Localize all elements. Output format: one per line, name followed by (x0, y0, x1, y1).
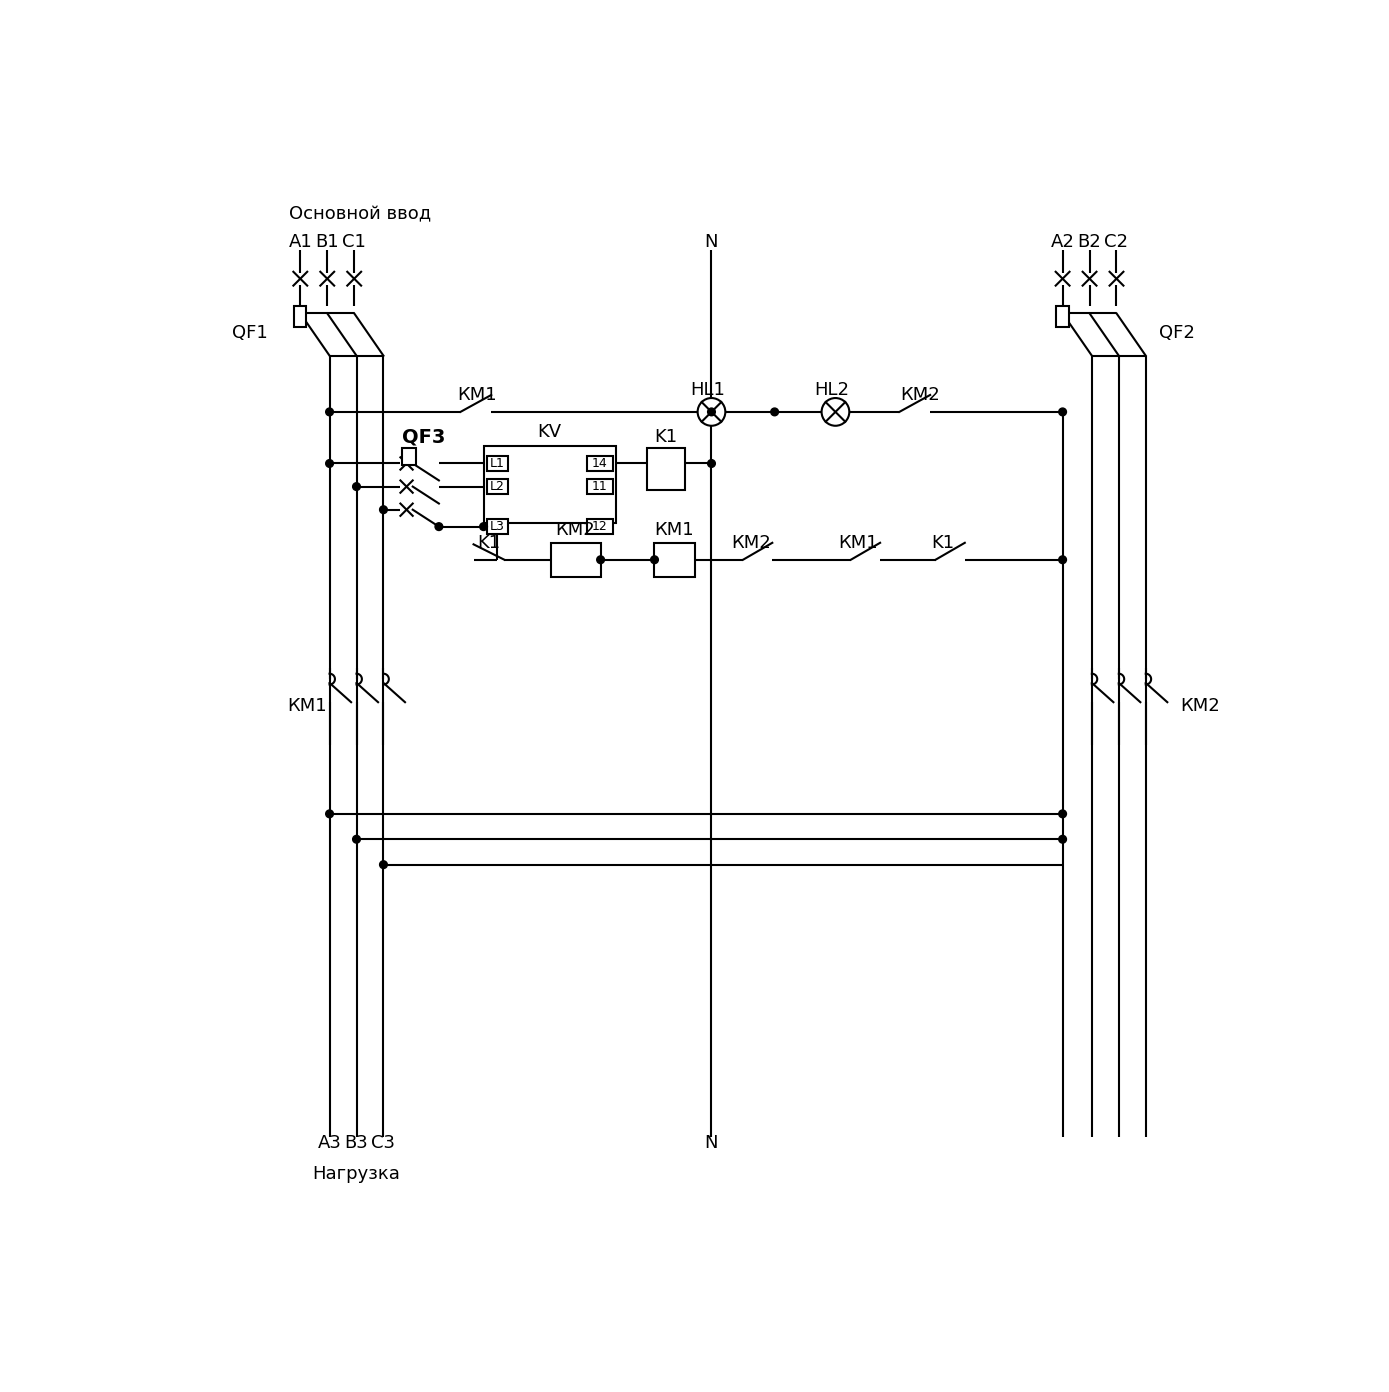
Circle shape (821, 398, 849, 426)
Circle shape (325, 810, 333, 817)
Text: B3: B3 (344, 1134, 368, 1153)
Text: Основной ввод: Основной ввод (289, 206, 431, 224)
Text: A3: A3 (318, 1134, 342, 1153)
Bar (586, 519, 613, 535)
Circle shape (353, 835, 360, 844)
Circle shape (1058, 835, 1067, 844)
Text: HL1: HL1 (690, 381, 725, 400)
Text: КМ1: КМ1 (288, 697, 326, 715)
Text: QF1: QF1 (232, 323, 268, 341)
Bar (586, 455, 613, 470)
Text: КМ2: КМ2 (556, 522, 594, 540)
Circle shape (707, 459, 715, 468)
Bar (654, 543, 694, 576)
Bar (550, 543, 600, 576)
Text: QF3: QF3 (401, 427, 446, 445)
Text: HL2: HL2 (814, 381, 849, 400)
Circle shape (697, 398, 725, 426)
Text: Нагрузка: Нагрузка (313, 1165, 400, 1183)
Circle shape (771, 408, 778, 416)
Text: КМ2: КМ2 (900, 386, 940, 404)
Bar (486, 455, 508, 470)
Bar (486, 519, 508, 535)
Text: L2: L2 (490, 480, 504, 493)
Text: КМ2: КМ2 (731, 533, 771, 551)
Text: K1: K1 (478, 533, 500, 551)
Text: КМ1: КМ1 (457, 386, 497, 404)
Bar (647, 448, 685, 490)
Bar (483, 445, 615, 523)
Text: QF2: QF2 (1158, 323, 1195, 341)
Bar (486, 479, 508, 494)
Circle shape (353, 483, 360, 490)
Circle shape (379, 860, 388, 869)
Text: N: N (704, 1134, 718, 1153)
Bar (1057, 306, 1068, 327)
Text: L3: L3 (490, 521, 504, 533)
Text: C1: C1 (342, 234, 367, 252)
Text: 14: 14 (592, 457, 608, 470)
Circle shape (650, 555, 658, 564)
Circle shape (597, 555, 604, 564)
Circle shape (435, 523, 443, 530)
Bar (294, 306, 307, 327)
Text: 11: 11 (592, 480, 608, 493)
Text: C3: C3 (371, 1134, 396, 1153)
Text: A1: A1 (289, 234, 313, 252)
Text: КМ1: КМ1 (654, 522, 694, 540)
Circle shape (379, 505, 388, 514)
Circle shape (1058, 810, 1067, 817)
Text: C2: C2 (1104, 234, 1128, 252)
Text: K1: K1 (654, 427, 678, 445)
Text: L1: L1 (490, 457, 504, 470)
Text: A2: A2 (1050, 234, 1075, 252)
Text: КМ2: КМ2 (1181, 697, 1220, 715)
Text: KV: KV (538, 423, 561, 441)
Text: B1: B1 (315, 234, 339, 252)
Circle shape (325, 408, 333, 416)
Circle shape (1058, 555, 1067, 564)
Text: B2: B2 (1078, 234, 1101, 252)
Circle shape (707, 408, 715, 416)
Text: КМ1: КМ1 (839, 533, 878, 551)
Bar (586, 479, 613, 494)
Text: 12: 12 (592, 521, 608, 533)
Text: N: N (704, 234, 718, 252)
Circle shape (1058, 408, 1067, 416)
Circle shape (479, 523, 488, 530)
Text: K1: K1 (932, 533, 954, 551)
Circle shape (325, 459, 333, 468)
Bar (401, 448, 415, 465)
